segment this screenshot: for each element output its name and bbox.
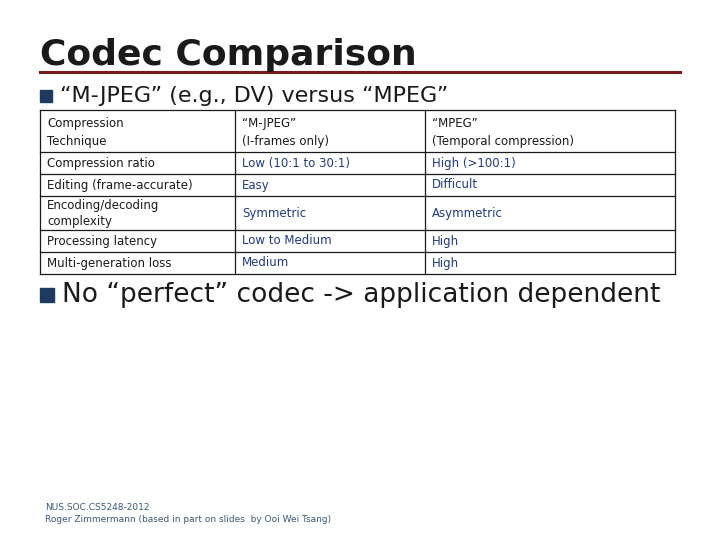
Text: “MPEG”
(Temporal compression): “MPEG” (Temporal compression)	[432, 117, 574, 148]
Bar	[40, 288, 54, 302]
Text: Difficult: Difficult	[432, 179, 478, 192]
Text: “M-JPEG” (e.g., DV) versus “MPEG”: “M-JPEG” (e.g., DV) versus “MPEG”	[60, 86, 449, 106]
Text: Asymmetric: Asymmetric	[432, 206, 503, 219]
Text: Symmetric: Symmetric	[242, 206, 306, 219]
Text: Editing (frame-accurate): Editing (frame-accurate)	[47, 179, 193, 192]
Text: High (>100:1): High (>100:1)	[432, 157, 516, 170]
Text: Processing latency: Processing latency	[47, 234, 157, 247]
Text: No “perfect” codec -> application dependent: No “perfect” codec -> application depend…	[62, 282, 660, 308]
Text: Compression ratio: Compression ratio	[47, 157, 155, 170]
Text: Compression
Technique: Compression Technique	[47, 117, 124, 148]
Text: High: High	[432, 256, 459, 269]
Text: Easy: Easy	[242, 179, 270, 192]
Text: Low to Medium: Low to Medium	[242, 234, 332, 247]
Text: Medium: Medium	[242, 256, 289, 269]
FancyBboxPatch shape	[8, 8, 712, 532]
Text: NUS.SOC.CS5248-2012
Roger Zimmermann (based in part on slides  by Ooi Wei Tsang): NUS.SOC.CS5248-2012 Roger Zimmermann (ba…	[45, 503, 331, 524]
Bar	[40, 90, 52, 102]
Text: “M-JPEG”
(I-frames only): “M-JPEG” (I-frames only)	[242, 117, 329, 148]
Text: Codec Comparison: Codec Comparison	[40, 38, 417, 72]
Text: High: High	[432, 234, 459, 247]
Text: Multi-generation loss: Multi-generation loss	[47, 256, 171, 269]
Text: Low (10:1 to 30:1): Low (10:1 to 30:1)	[242, 157, 350, 170]
Text: Encoding/decoding
complexity: Encoding/decoding complexity	[47, 199, 159, 227]
